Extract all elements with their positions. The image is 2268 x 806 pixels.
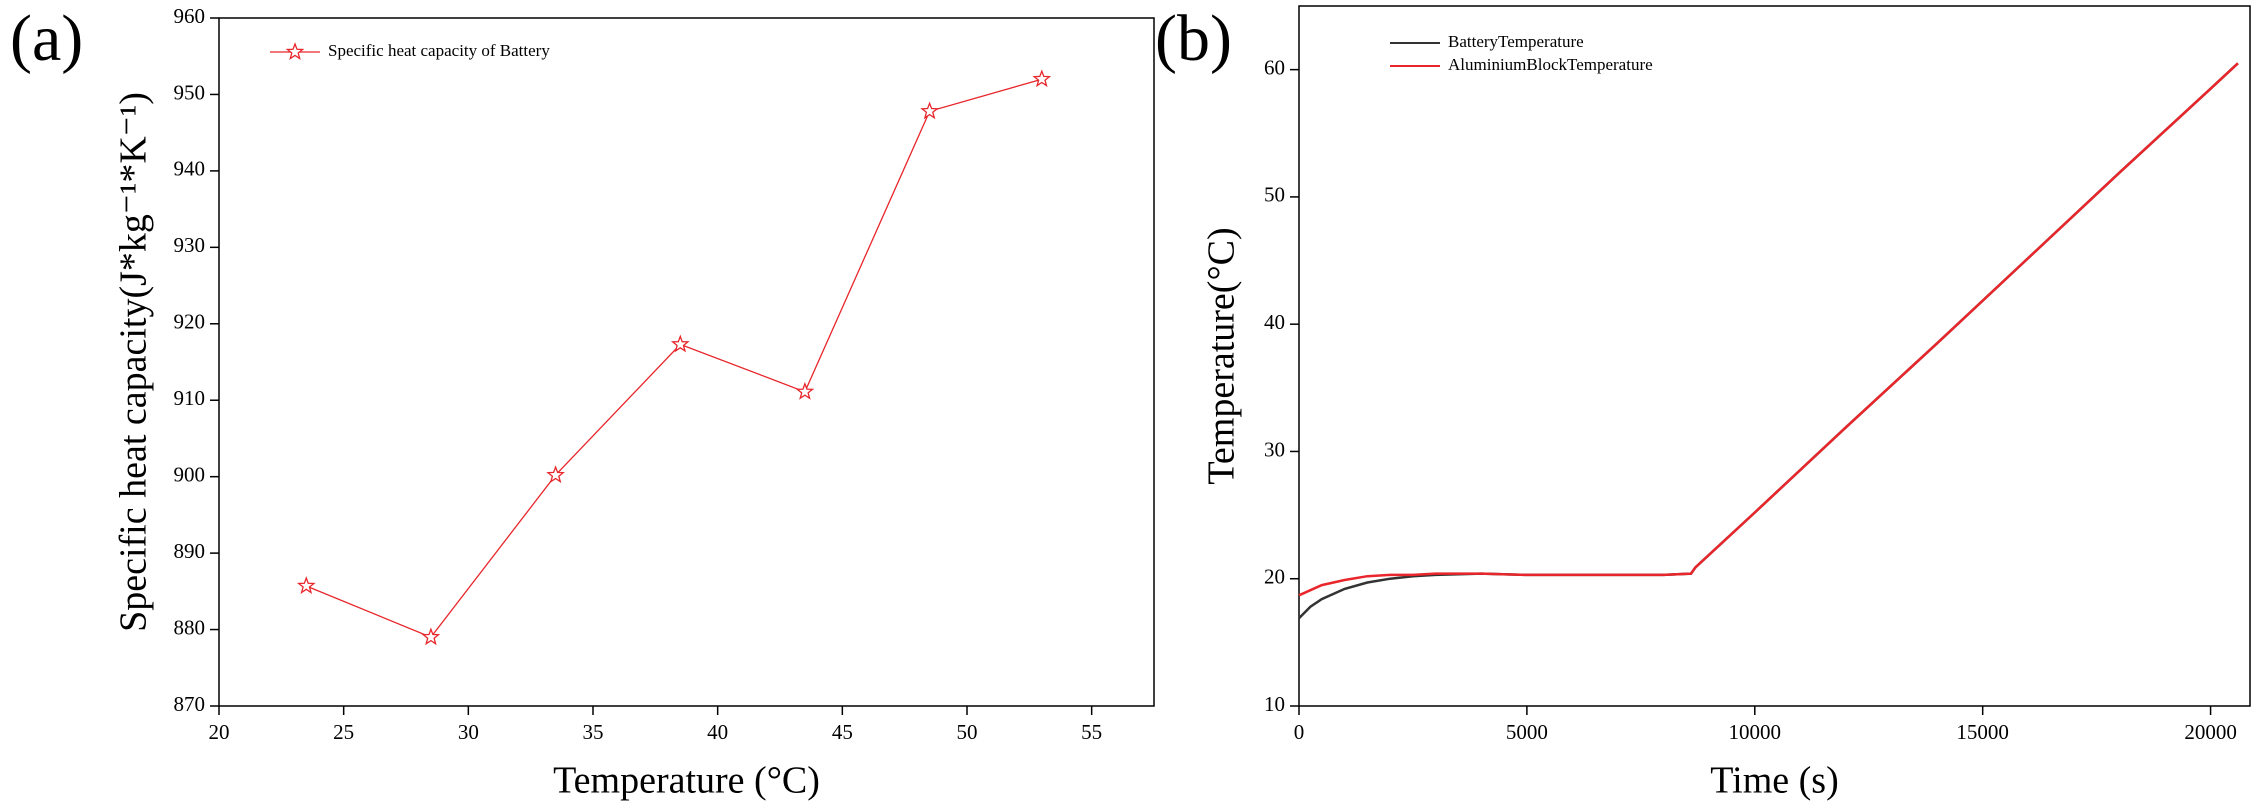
x-tick-label: 20	[209, 720, 230, 744]
x-tick-label: 40	[707, 720, 728, 744]
x-tick-label: 5000	[1506, 720, 1548, 744]
x-tick-label: 15000	[1956, 720, 2009, 744]
y-tick-label: 30	[1264, 437, 1285, 461]
y-tick-label: 930	[174, 233, 206, 257]
y-tick-label: 900	[174, 462, 206, 486]
panel-label: (b)	[1155, 2, 1232, 75]
y-tick-label: 20	[1264, 565, 1285, 589]
data-marker	[1032, 69, 1052, 88]
y-axis-label: Temperature(°C)	[1201, 227, 1243, 484]
data-marker	[795, 381, 815, 400]
data-marker	[296, 576, 316, 595]
y-tick-label: 60	[1264, 55, 1285, 79]
y-tick-label: 920	[174, 310, 206, 334]
x-tick-label: 25	[333, 720, 354, 744]
y-tick-label: 910	[174, 386, 206, 410]
x-axis-label: Temperature (°C)	[553, 760, 820, 802]
panel-label: (a)	[10, 2, 83, 75]
y-tick-label: 960	[174, 4, 206, 28]
y-tick-label: 940	[174, 157, 206, 181]
plot-frame	[218, 17, 1155, 707]
y-tick-label: 950	[174, 80, 206, 104]
y-tick-label: 880	[174, 615, 206, 639]
data-marker	[920, 101, 939, 120]
x-tick-label: 45	[832, 720, 853, 744]
y-tick-label: 50	[1264, 183, 1285, 207]
y-tick-label: 870	[174, 692, 206, 716]
y-tick-label: 40	[1264, 310, 1285, 334]
x-tick-label: 50	[957, 720, 978, 744]
y-axis-label: Specific heat capacity(J*kg⁻¹*K⁻¹)	[113, 92, 155, 632]
x-axis-label: Time (s)	[1710, 760, 1838, 802]
x-tick-label: 30	[458, 720, 479, 744]
x-tick-label: 55	[1081, 720, 1102, 744]
x-tick-label: 10000	[1729, 720, 1782, 744]
plot-frame	[1298, 5, 2251, 707]
y-tick-label: 890	[174, 539, 206, 563]
legend-label: Specific heat capacity of Battery	[328, 41, 550, 60]
legend-marker	[285, 42, 305, 60]
legend-label: BatteryTemperature	[1448, 32, 1584, 51]
series-line	[1298, 62, 2239, 597]
y-tick-label: 10	[1264, 692, 1285, 716]
data-marker	[670, 334, 690, 353]
x-tick-label: 35	[583, 720, 604, 744]
x-tick-label: 20000	[2184, 720, 2237, 744]
series-line	[306, 78, 1042, 638]
data-marker	[421, 627, 441, 646]
legend-label: AluminiumBlockTemperature	[1448, 55, 1653, 74]
series-line	[1298, 62, 2239, 620]
x-tick-label: 0	[1294, 720, 1305, 744]
data-marker	[546, 465, 565, 484]
